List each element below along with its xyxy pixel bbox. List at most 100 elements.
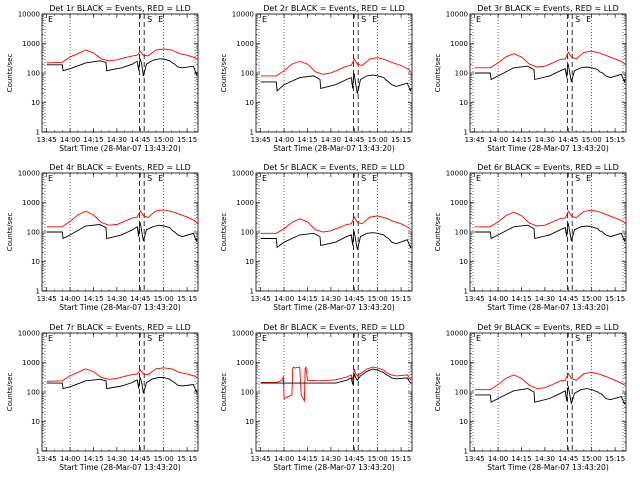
x-tick-label: 15:00 <box>368 295 388 303</box>
x-axis-label: Start Time (28-Mar-07 13:43:20) <box>487 463 609 472</box>
y-tick-label: 10 <box>31 99 40 107</box>
y-tick-label: 10 <box>31 418 40 426</box>
marker-label: S <box>147 15 152 24</box>
x-tick-label: 15:00 <box>582 136 602 144</box>
y-tick-label: 10 <box>459 258 468 266</box>
x-tick-label: 14:15 <box>297 295 317 303</box>
y-tick-label: 1 <box>36 448 40 456</box>
panel-title: Det 1r BLACK = Events, RED = LLD <box>49 4 191 13</box>
x-tick-label: 13:45 <box>37 455 57 463</box>
y-tick-label: 10000 <box>446 170 468 178</box>
marker-label: E <box>262 15 267 24</box>
x-tick-label: 14:30 <box>535 455 555 463</box>
x-tick-label: 15:15 <box>605 295 625 303</box>
y-tick-label: 10 <box>459 418 468 426</box>
x-tick-label: 13:45 <box>251 136 271 144</box>
series-lld-line <box>260 57 412 77</box>
x-tick-label: 15:15 <box>605 455 625 463</box>
x-tick-label: 14:30 <box>535 295 555 303</box>
y-tick-label: 100 <box>27 389 40 397</box>
series-lld-line <box>46 209 198 228</box>
y-tick-label: 1000 <box>236 359 254 367</box>
x-tick-label: 14:15 <box>297 455 317 463</box>
y-tick-label: 1000 <box>450 359 468 367</box>
marker-label: S <box>575 15 580 24</box>
marker-label: S <box>147 174 152 183</box>
x-axis-label: Start Time (28-Mar-07 13:43:20) <box>273 144 395 153</box>
plot-frame <box>255 332 413 452</box>
marker-label: S <box>361 334 366 343</box>
x-tick-label: 15:15 <box>391 295 411 303</box>
x-tick-label: 14:45 <box>130 136 150 144</box>
marker-label: E <box>586 174 591 183</box>
y-tick-label: 10000 <box>232 330 254 338</box>
x-tick-label: 14:45 <box>130 455 150 463</box>
panel-title: Det 8r BLACK = Events, RED = LLD <box>263 323 405 332</box>
marker-label: E <box>372 15 377 24</box>
x-tick-label: 14:45 <box>344 295 364 303</box>
x-tick-label: 15:15 <box>391 136 411 144</box>
marker-label: E <box>586 334 591 343</box>
plot-frame <box>41 13 199 133</box>
series-events-line <box>260 230 412 250</box>
marker-label: E <box>372 334 377 343</box>
x-tick-label: 14:15 <box>83 455 103 463</box>
panel-det-2: Det 2r BLACK = Events, RED = LLD 1 10 100 10… <box>220 4 413 153</box>
y-axis-label: Counts/sec <box>434 373 442 412</box>
y-tick-label: 1000 <box>236 40 254 48</box>
x-tick-label: 13:45 <box>251 295 271 303</box>
y-axis-label: Counts/sec <box>6 213 14 252</box>
x-tick-label: 14:45 <box>558 295 578 303</box>
marker-label: S <box>361 174 366 183</box>
x-tick-label: 13:45 <box>37 295 57 303</box>
x-tick-label: 14:15 <box>83 295 103 303</box>
x-tick-label: 15:15 <box>605 136 625 144</box>
x-tick-label: 13:45 <box>465 455 485 463</box>
panel-title: Det 7r BLACK = Events, RED = LLD <box>49 323 191 332</box>
x-tick-label: 15:00 <box>368 136 388 144</box>
series-events-line <box>474 63 626 84</box>
plot-frame <box>469 332 627 452</box>
y-tick-label: 1000 <box>450 40 468 48</box>
marker-label: E <box>158 334 163 343</box>
x-tick-label: 15:00 <box>582 455 602 463</box>
x-tick-label: 15:15 <box>177 295 197 303</box>
x-tick-label: 14:30 <box>321 295 341 303</box>
marker-label: E <box>158 15 163 24</box>
plot-frame <box>255 172 413 292</box>
x-tick-label: 14:15 <box>511 295 531 303</box>
y-tick-label: 10 <box>31 258 40 266</box>
y-tick-label: 1000 <box>236 199 254 207</box>
panel-title: Det 9r BLACK = Events, RED = LLD <box>477 323 619 332</box>
series-events-line <box>260 368 412 385</box>
series-events-line <box>474 222 626 243</box>
panel-title: Det 6r BLACK = Events, RED = LLD <box>477 163 619 172</box>
x-tick-label: 14:00 <box>60 136 80 144</box>
x-tick-label: 14:45 <box>558 455 578 463</box>
y-tick-label: 100 <box>241 229 254 237</box>
marker-label: E <box>476 174 481 183</box>
x-tick-label: 15:00 <box>154 455 174 463</box>
x-tick-label: 14:30 <box>321 136 341 144</box>
panel-det-5: Det 5r BLACK = Events, RED = LLD 1 10 100 10… <box>220 163 413 312</box>
y-axis-label: Counts/sec <box>220 373 228 412</box>
y-tick-label: 10000 <box>446 330 468 338</box>
marker-label: S <box>575 334 580 343</box>
y-tick-label: 100 <box>455 389 468 397</box>
marker-label: S <box>575 174 580 183</box>
x-tick-label: 14:00 <box>60 455 80 463</box>
x-axis-label: Start Time (28-Mar-07 13:43:20) <box>273 463 395 472</box>
x-tick-label: 14:00 <box>274 136 294 144</box>
panel-title: Det 2r BLACK = Events, RED = LLD <box>263 4 405 13</box>
x-tick-label: 14:30 <box>321 455 341 463</box>
x-tick-label: 15:00 <box>154 295 174 303</box>
series-lld-line <box>474 50 626 69</box>
y-tick-label: 10000 <box>18 170 40 178</box>
marker-label: E <box>158 174 163 183</box>
marker-label: E <box>476 334 481 343</box>
x-tick-label: 14:15 <box>83 136 103 144</box>
y-tick-label: 1000 <box>450 199 468 207</box>
x-tick-label: 14:00 <box>60 295 80 303</box>
x-tick-label: 14:45 <box>558 136 578 144</box>
marker-label: E <box>48 15 53 24</box>
